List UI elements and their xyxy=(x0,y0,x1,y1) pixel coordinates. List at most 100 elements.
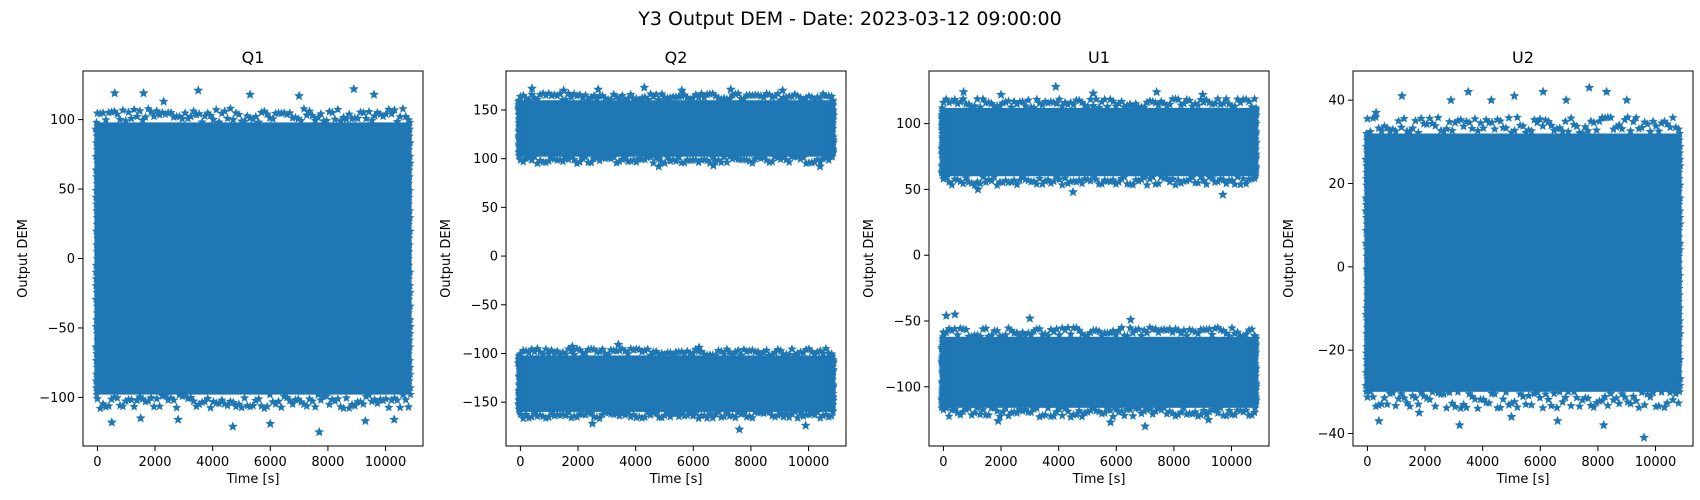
data-point xyxy=(1631,396,1641,405)
data-point xyxy=(639,82,650,92)
data-point xyxy=(1043,330,1053,340)
data-point xyxy=(1050,81,1061,91)
data-point xyxy=(747,413,757,422)
data-point xyxy=(392,395,402,405)
data-point xyxy=(711,156,721,166)
data-point xyxy=(580,152,590,161)
data-point xyxy=(1674,187,1684,196)
data-point xyxy=(1675,148,1685,157)
data-point xyxy=(646,152,656,162)
data-point xyxy=(970,180,980,190)
data-point xyxy=(1495,402,1505,412)
data-point xyxy=(200,396,210,406)
data-point xyxy=(1162,100,1172,110)
data-point xyxy=(225,103,235,113)
y-tick-label: 50 xyxy=(58,183,75,198)
data-point xyxy=(339,112,349,122)
data-point xyxy=(1512,112,1522,122)
data-point xyxy=(1153,178,1163,188)
data-point xyxy=(657,412,667,422)
data-point xyxy=(1374,400,1384,410)
data-point xyxy=(1450,401,1460,411)
data-point xyxy=(1674,200,1684,209)
data-point xyxy=(1063,322,1073,332)
data-point xyxy=(1675,387,1684,396)
data-point xyxy=(132,111,142,121)
data-point xyxy=(313,389,323,399)
data-point xyxy=(1532,117,1542,127)
data-point xyxy=(1015,175,1025,185)
data-point xyxy=(1094,102,1104,112)
data-point xyxy=(640,346,650,355)
data-point xyxy=(730,412,740,422)
data-point xyxy=(798,411,808,421)
data-point xyxy=(515,91,525,101)
data-point xyxy=(1233,172,1243,181)
data-point xyxy=(214,398,224,408)
data-point xyxy=(256,107,267,117)
data-point xyxy=(254,117,264,127)
data-point xyxy=(824,412,834,421)
data-point xyxy=(118,401,128,411)
data-point xyxy=(547,407,557,417)
data-point xyxy=(1139,406,1149,416)
y-tick-label: −50 xyxy=(471,298,498,313)
data-point xyxy=(92,206,101,215)
data-point xyxy=(404,402,414,411)
data-point xyxy=(135,106,145,115)
data-point xyxy=(555,89,565,98)
data-point xyxy=(177,114,187,123)
data-point xyxy=(324,399,334,409)
data-point xyxy=(1203,414,1214,424)
data-point xyxy=(223,113,233,123)
data-point xyxy=(1102,404,1113,413)
data-point xyxy=(163,395,173,404)
data-point xyxy=(1586,116,1596,126)
data-point xyxy=(92,308,102,317)
data-band xyxy=(1361,112,1685,413)
data-point xyxy=(1388,388,1398,397)
data-point xyxy=(126,394,136,404)
data-point xyxy=(631,412,641,422)
data-point xyxy=(1207,329,1217,339)
data-point xyxy=(719,349,729,359)
data-point xyxy=(812,347,822,357)
data-point xyxy=(405,213,415,222)
data-point xyxy=(406,328,415,337)
data-point xyxy=(685,94,695,104)
data-point xyxy=(294,90,304,101)
data-point xyxy=(360,415,371,426)
data-point xyxy=(1153,100,1163,110)
x-tick-label: 10000 xyxy=(1211,455,1252,470)
data-point xyxy=(92,288,101,297)
data-point xyxy=(1601,86,1612,96)
data-point xyxy=(1006,407,1016,417)
data-point xyxy=(595,91,605,101)
data-point xyxy=(558,156,568,166)
data-point xyxy=(106,417,117,427)
data-band xyxy=(514,343,838,423)
data-point xyxy=(1085,94,1096,104)
data-point xyxy=(1676,219,1685,228)
data-point xyxy=(1377,126,1387,135)
data-point xyxy=(1487,117,1497,127)
data-point xyxy=(197,117,207,126)
data-point xyxy=(524,347,534,357)
data-point xyxy=(541,157,551,167)
x-tick-label: 0 xyxy=(93,455,101,470)
data-point xyxy=(984,410,994,419)
data-point xyxy=(1233,327,1243,337)
data-point xyxy=(614,411,624,420)
data-point xyxy=(1035,324,1045,333)
data-point xyxy=(1136,174,1146,184)
data-point xyxy=(1111,179,1121,188)
data-point xyxy=(561,410,571,420)
data-point xyxy=(1125,99,1135,109)
data-point xyxy=(93,233,102,242)
data-point xyxy=(109,88,120,98)
data-point xyxy=(1003,96,1013,106)
data-point xyxy=(612,92,622,101)
data-point xyxy=(955,97,965,106)
data-point xyxy=(739,344,749,354)
data-point xyxy=(694,157,704,167)
